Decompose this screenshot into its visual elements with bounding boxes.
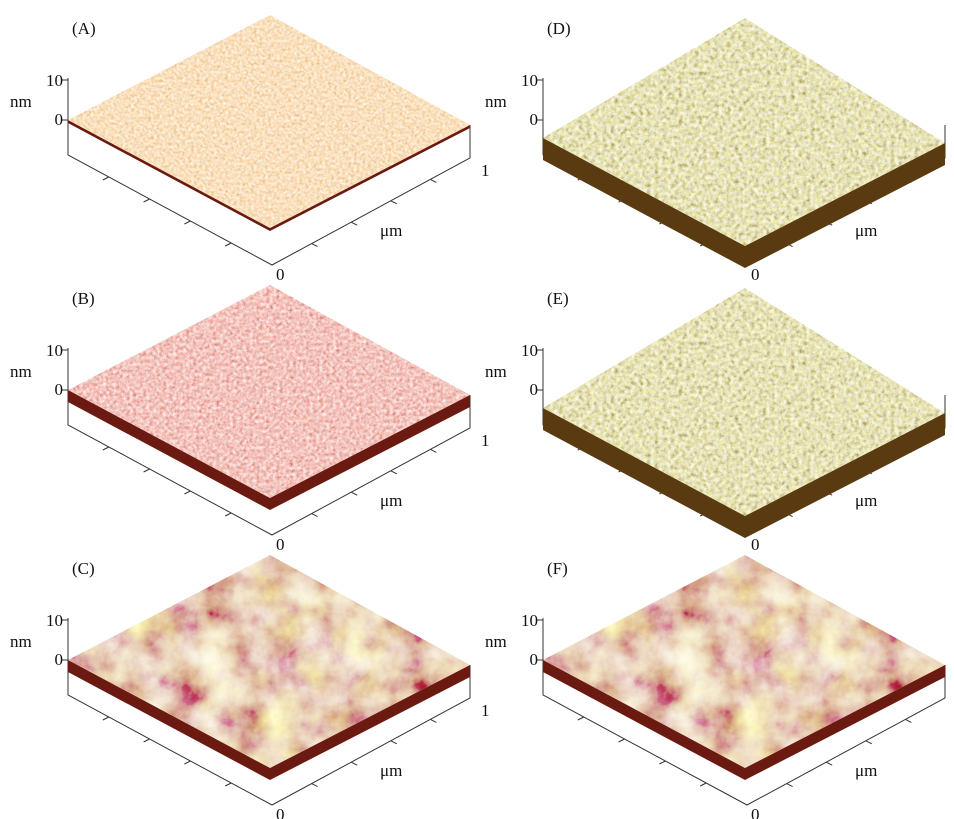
z-tick-label: 0 — [55, 650, 64, 669]
panel-label: (B) — [72, 289, 95, 308]
axis-tick — [351, 762, 357, 765]
axis-tick — [144, 739, 150, 742]
z-tick-label: 0 — [55, 110, 64, 129]
axis-tick — [659, 761, 665, 764]
axis-tick — [144, 199, 150, 202]
z-unit: nm — [10, 632, 32, 651]
axis-tick — [619, 739, 625, 742]
panel: (E) nm 10 0 μm 0 — [485, 288, 945, 554]
panel-label: (D) — [547, 19, 571, 38]
x-unit: μm — [855, 221, 877, 240]
axis-tick — [391, 741, 397, 744]
z-unit: nm — [10, 362, 32, 381]
x-tick-label: 0 — [751, 535, 760, 554]
surface — [68, 15, 470, 228]
surface — [543, 288, 945, 516]
z-tick-label: 0 — [55, 380, 64, 399]
axis-tick — [351, 492, 357, 495]
axis-tick — [787, 784, 793, 787]
axis-tick — [184, 221, 190, 224]
axis-tick — [225, 783, 231, 786]
axis-tick — [905, 719, 911, 722]
x-tick-label: 1 — [481, 431, 490, 450]
z-unit: nm — [485, 92, 507, 111]
z-tick-label: 0 — [530, 650, 539, 669]
axis-tick — [184, 491, 190, 494]
x-unit: μm — [855, 761, 877, 780]
axis-tick — [430, 449, 436, 452]
z-unit: nm — [485, 632, 507, 651]
panel-label: (C) — [72, 559, 95, 578]
panel: (A) nm 10 0 μm 0 1 — [10, 15, 490, 284]
x-tick-label: 0 — [276, 805, 285, 819]
panel: (D) nm 10 0 μm 0 — [485, 18, 945, 284]
axis-tick — [225, 513, 231, 516]
axis-tick — [866, 741, 872, 744]
panel: (B) nm 10 0 μm 0 1 — [10, 285, 490, 554]
x-tick-label: 1 — [481, 701, 490, 720]
panel-label: (A) — [72, 19, 96, 38]
axis-tick — [826, 762, 832, 765]
z-unit: nm — [485, 362, 507, 381]
axis-tick — [103, 717, 109, 720]
axis-tick — [144, 469, 150, 472]
z-tick-label: 10 — [521, 71, 538, 90]
x-unit: μm — [380, 761, 402, 780]
z-tick-label: 10 — [46, 71, 63, 90]
axis-tick — [430, 719, 436, 722]
axis-tick — [312, 784, 318, 787]
z-unit: nm — [10, 92, 32, 111]
axis-tick — [430, 179, 436, 182]
figure: (A)nm100μm01(D)nm100μm0(B)nm100μm01(E)nm… — [0, 0, 954, 819]
panel-label: (F) — [547, 559, 568, 578]
surface — [68, 285, 470, 498]
panel: (F) nm 10 0 μm 0 — [485, 555, 945, 819]
axis-tick — [225, 243, 231, 246]
x-unit: μm — [380, 221, 402, 240]
axis-tick — [391, 471, 397, 474]
axis-tick — [184, 761, 190, 764]
x-tick-label: 0 — [751, 265, 760, 284]
panel-label: (E) — [547, 289, 569, 308]
axis-tick — [578, 717, 584, 720]
surface — [543, 18, 945, 246]
axis-tick — [351, 222, 357, 225]
x-unit: μm — [380, 491, 402, 510]
z-tick-label: 10 — [521, 341, 538, 360]
x-tick-label: 0 — [276, 535, 285, 554]
axis-tick — [312, 514, 318, 517]
z-tick-label: 0 — [530, 380, 539, 399]
axis-tick — [700, 783, 706, 786]
axis-tick — [391, 201, 397, 204]
z-tick-label: 10 — [521, 611, 538, 630]
x-tick-label: 0 — [276, 265, 285, 284]
z-tick-label: 0 — [530, 110, 539, 129]
z-tick-label: 10 — [46, 611, 63, 630]
panel: (C) nm 10 0 μm 0 1 — [10, 555, 490, 819]
x-unit: μm — [855, 491, 877, 510]
axis-tick — [312, 244, 318, 247]
surface — [68, 555, 470, 768]
z-tick-label: 10 — [46, 341, 63, 360]
x-tick-label: 1 — [481, 161, 490, 180]
surface — [543, 555, 945, 768]
axis-tick — [103, 447, 109, 450]
x-tick-label: 0 — [751, 805, 760, 819]
axis-tick — [103, 177, 109, 180]
